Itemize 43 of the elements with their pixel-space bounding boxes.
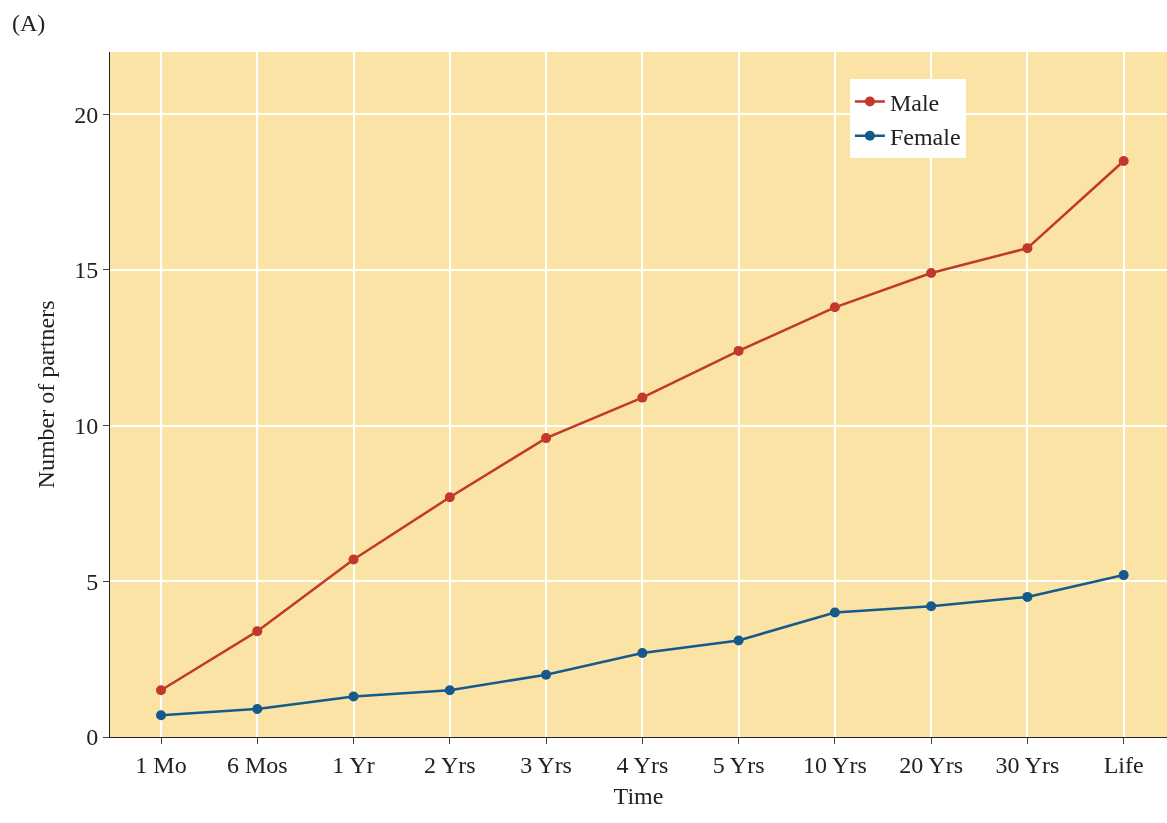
point xyxy=(1022,591,1033,602)
point xyxy=(637,392,648,403)
x-tick-label: 30 Yrs xyxy=(995,751,1060,778)
x-tick-label: 6 Mos xyxy=(226,751,288,778)
x-tick-label: 1 Yr xyxy=(332,751,375,778)
y-tick-label: 20 xyxy=(74,101,99,128)
y-axis-title: Number of partners xyxy=(33,300,60,489)
y-tick-label: 10 xyxy=(74,413,99,440)
point xyxy=(348,691,359,702)
point xyxy=(926,601,937,612)
x-tick-label: 3 Yrs xyxy=(520,751,572,778)
y-tick-label: 15 xyxy=(74,257,99,284)
point xyxy=(1118,570,1129,581)
point xyxy=(252,703,263,714)
point xyxy=(637,647,648,658)
point xyxy=(541,433,552,444)
point xyxy=(444,492,455,503)
point xyxy=(926,268,937,279)
point xyxy=(829,607,840,618)
point xyxy=(1022,243,1033,254)
point xyxy=(252,626,263,637)
point xyxy=(829,302,840,313)
x-tick-label: 1 Mo xyxy=(135,751,187,778)
legend-label: Female xyxy=(889,124,961,151)
x-tick-label: 10 Yrs xyxy=(802,751,867,778)
point xyxy=(541,669,552,680)
x-tick-label: 2 Yrs xyxy=(423,751,476,778)
point xyxy=(348,554,359,565)
text: (A) xyxy=(12,10,46,36)
x-tick-label: 4 Yrs xyxy=(616,751,669,778)
point xyxy=(1118,155,1129,166)
point xyxy=(156,710,167,721)
x-tick-label: 5 Yrs xyxy=(712,751,765,778)
point xyxy=(156,685,167,696)
point xyxy=(733,635,744,646)
x-axis-title: Time xyxy=(613,783,664,810)
x-tick-label: Life xyxy=(1103,751,1144,778)
x-tick-label: 20 Yrs xyxy=(899,751,964,778)
y-tick-label: 5 xyxy=(86,568,99,595)
y-tick-label: 0 xyxy=(86,724,99,751)
point xyxy=(444,685,455,696)
legend-label: Male xyxy=(889,89,940,116)
point xyxy=(733,345,744,356)
